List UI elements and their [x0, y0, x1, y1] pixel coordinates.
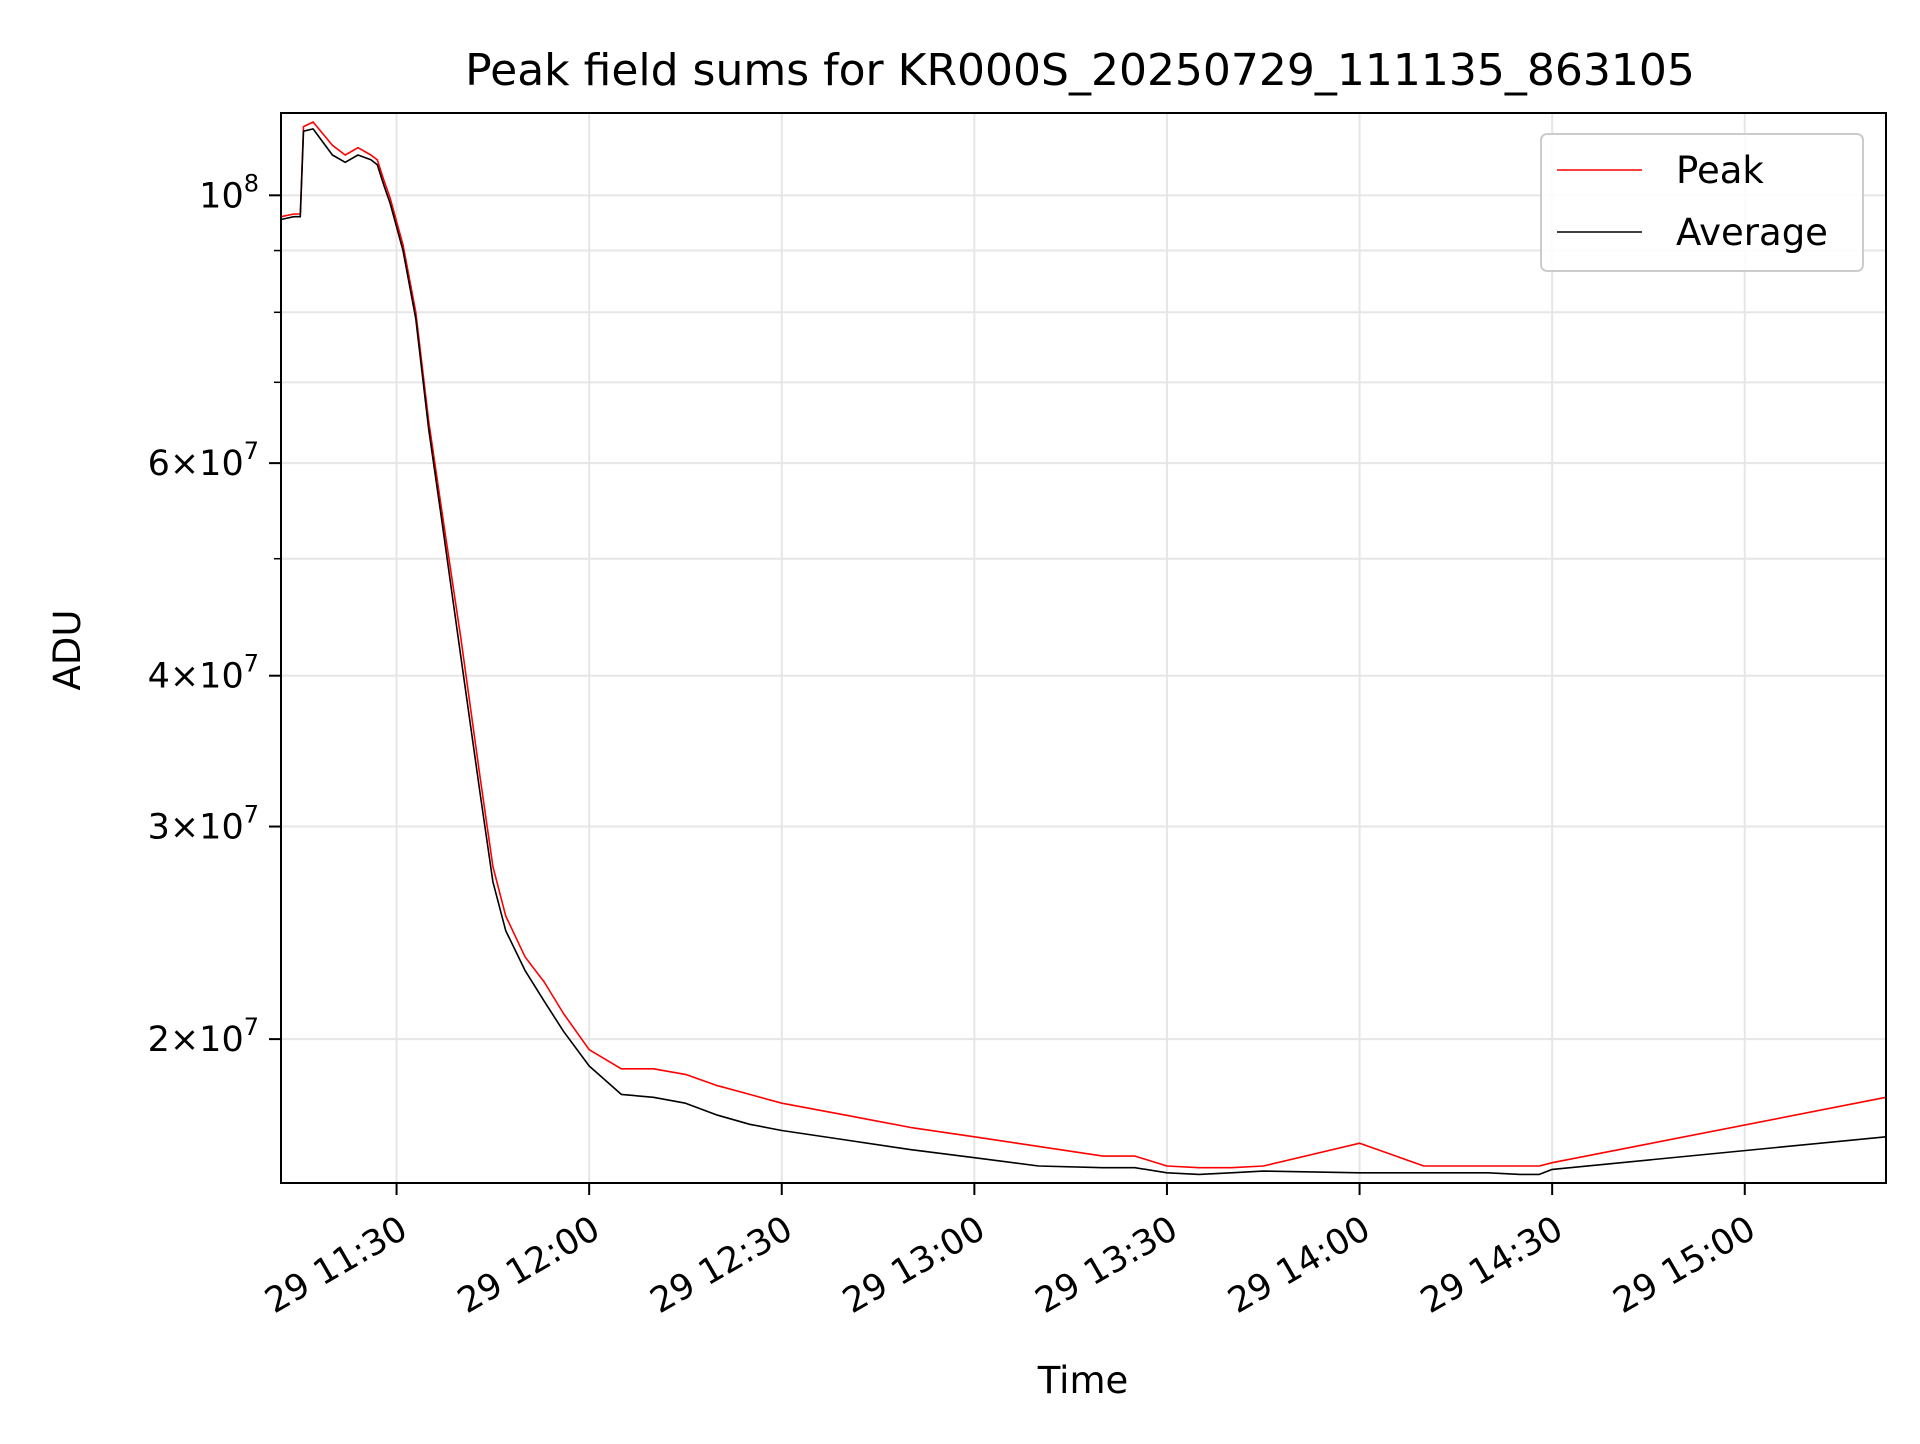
grid — [281, 113, 1886, 1183]
y-tick-label: 4×107 — [148, 650, 259, 697]
y-tick-label: 2×107 — [148, 1013, 259, 1060]
y-axis-label: ADU — [46, 610, 89, 691]
legend-box — [1540, 133, 1864, 272]
y-tick-label: 3×107 — [148, 801, 259, 848]
series-line-average — [280, 128, 1887, 1176]
legend: Peak Average — [1540, 133, 1864, 272]
x-axis-label: Time — [1037, 1359, 1129, 1402]
series-line-peak — [280, 121, 1887, 1169]
plot-frame — [280, 112, 1887, 1184]
legend-label-average: Average — [1676, 211, 1828, 254]
chart-title: Peak field sums for KR000S_20250729_1111… — [465, 45, 1695, 96]
series-layer — [280, 121, 1887, 1176]
legend-label-peak: Peak — [1676, 149, 1764, 192]
y-tick-label: 6×107 — [148, 437, 259, 484]
